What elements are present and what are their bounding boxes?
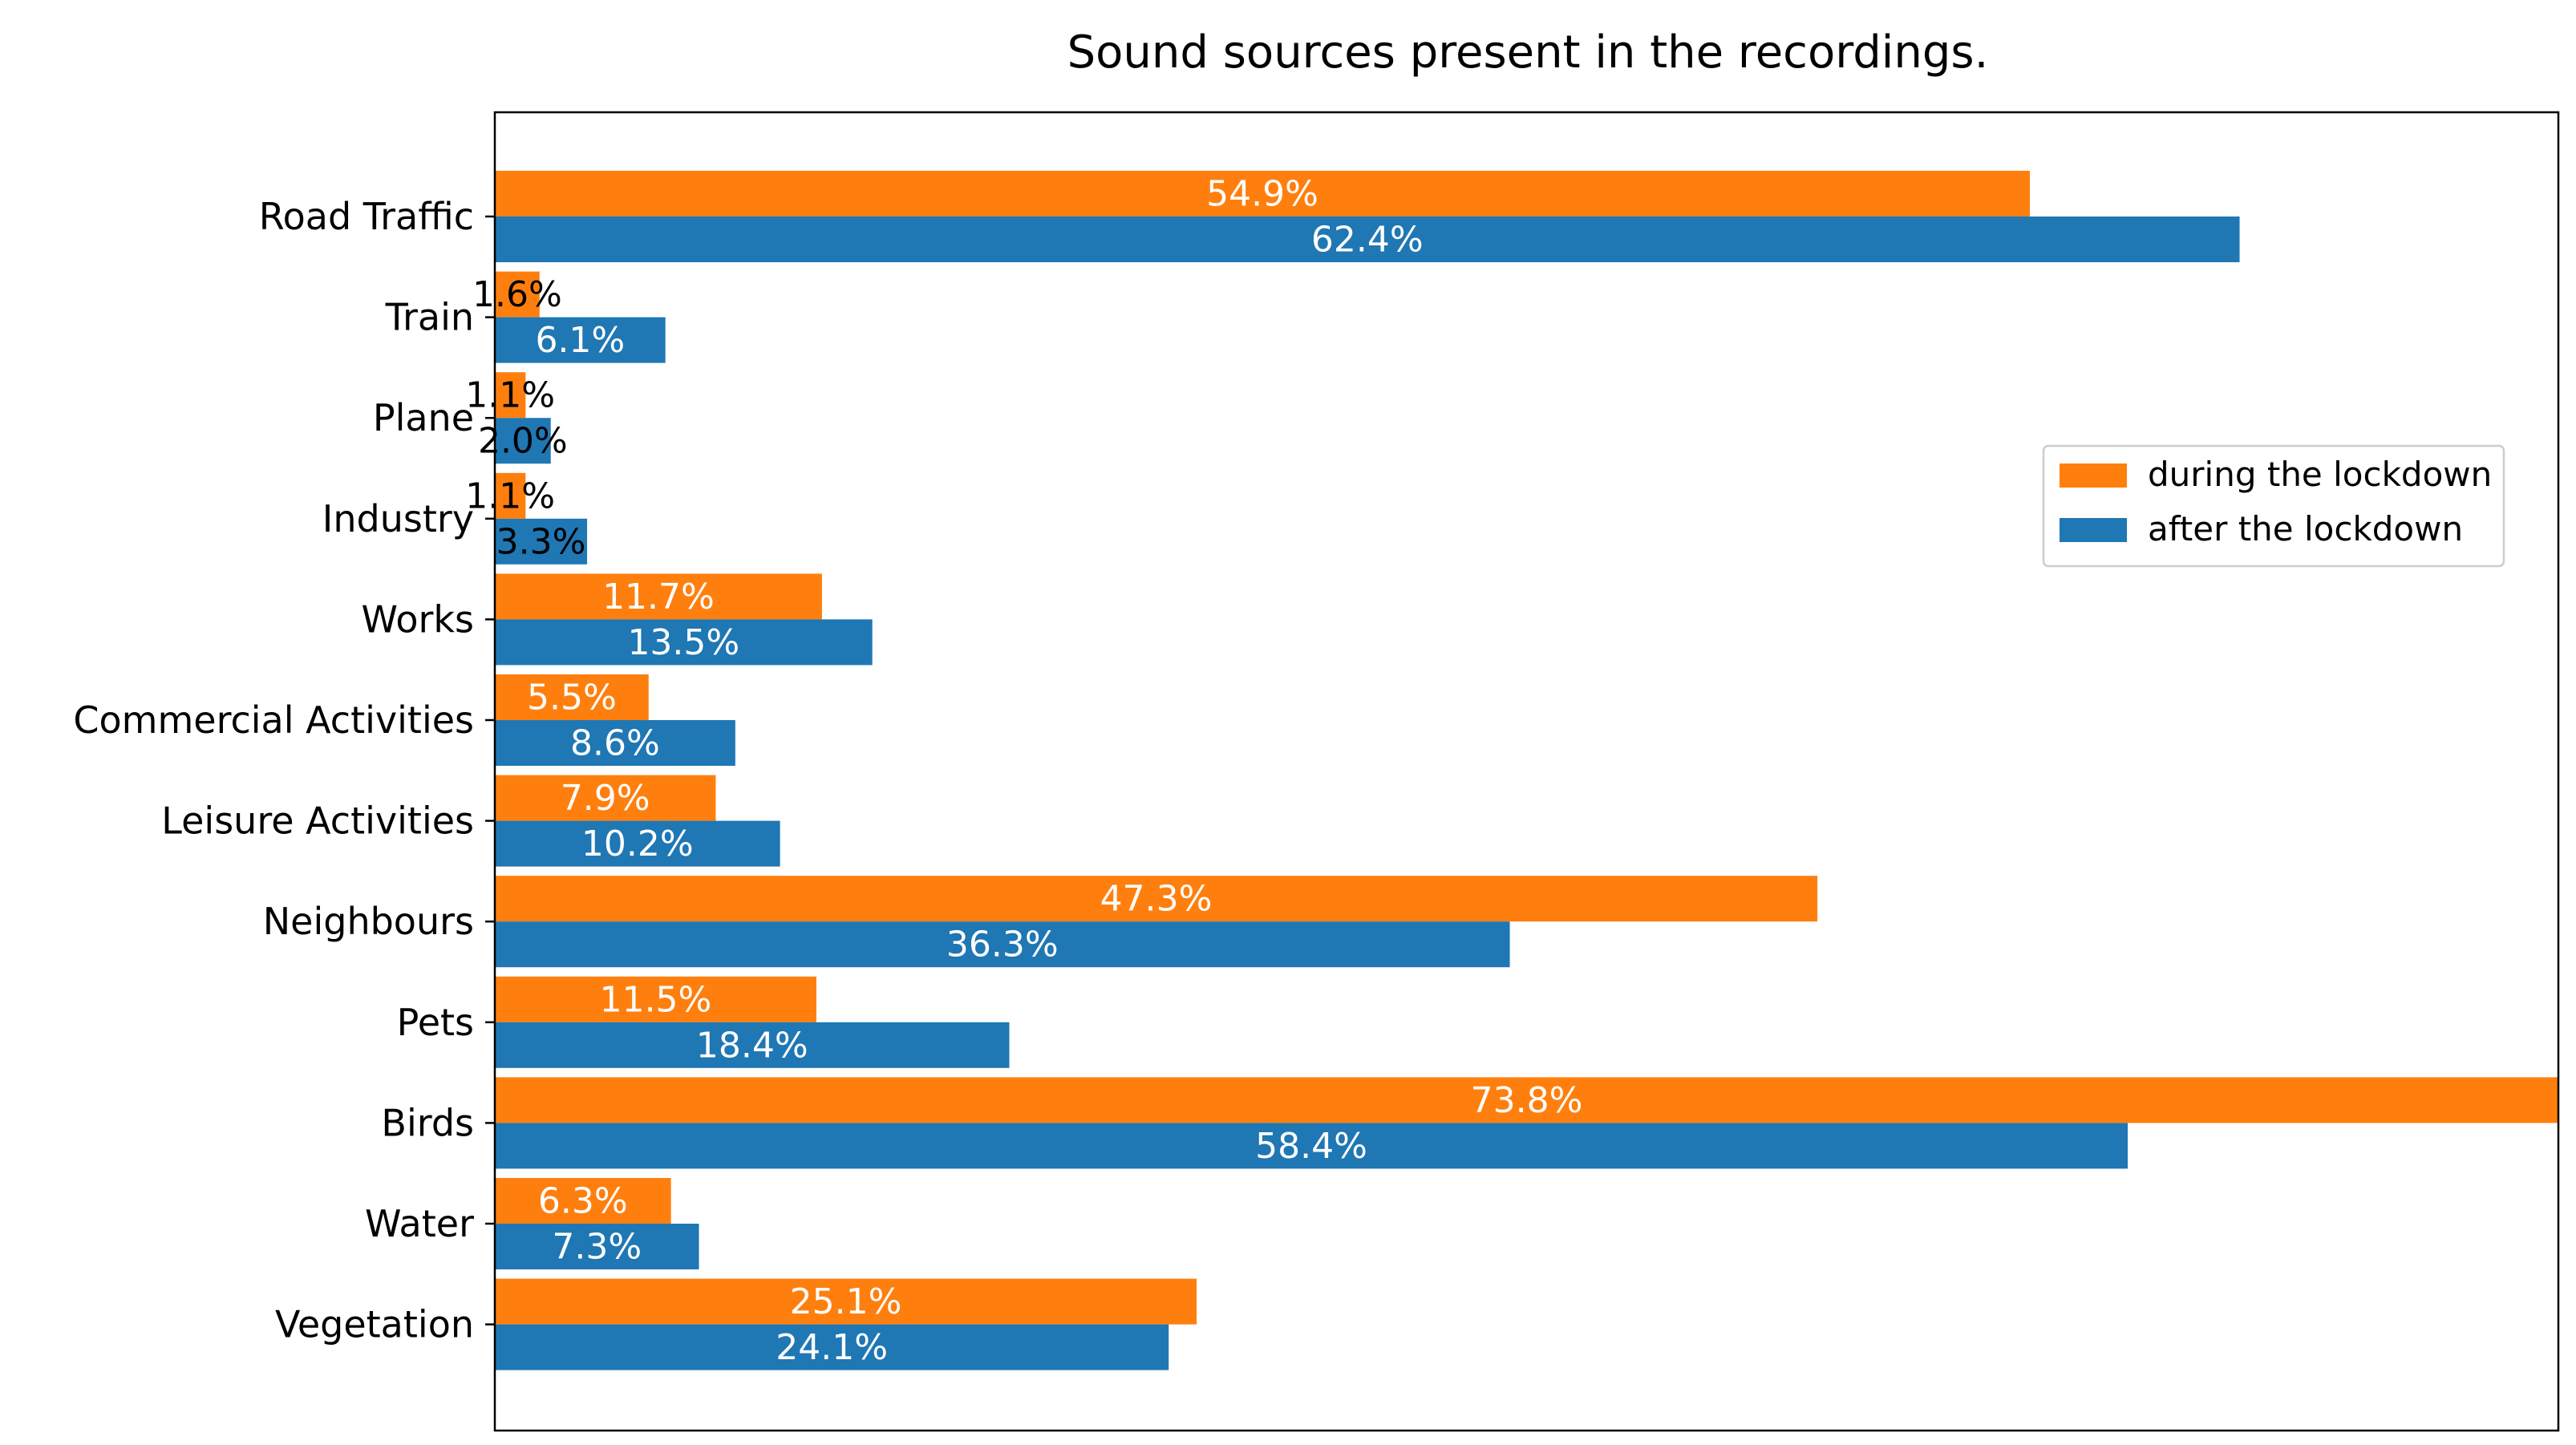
y-tick-label-works: Works (362, 597, 474, 641)
bar-after-the-lockdown-works (495, 619, 873, 666)
data-label-during-the-lockdown-works: 11.7% (602, 577, 715, 617)
data-label-after-the-lockdown-road-traffic: 62.4% (1311, 220, 1424, 261)
data-label-during-the-lockdown-commercial-activities: 5.5% (527, 678, 617, 718)
data-label-during-the-lockdown-train: 1.6% (472, 274, 562, 315)
bars-layer (495, 171, 2558, 1370)
y-tick-label-neighbours: Neighbours (263, 900, 474, 943)
bar-after-the-lockdown-industry (495, 518, 588, 565)
data-label-during-the-lockdown-plane: 1.1% (465, 375, 555, 416)
bar-after-the-lockdown-plane (495, 418, 551, 464)
data-label-after-the-lockdown-industry: 3.3% (496, 521, 586, 562)
bar-after-the-lockdown-road-traffic (495, 217, 2240, 262)
data-label-after-the-lockdown-train: 6.1% (535, 320, 625, 361)
data-label-during-the-lockdown-neighbours: 47.3% (1100, 879, 1213, 920)
bar-after-the-lockdown-birds (495, 1123, 2128, 1169)
bar-during-the-lockdown-pets (495, 976, 816, 1022)
data-label-during-the-lockdown-road-traffic: 54.9% (1206, 174, 1318, 215)
chart-title: Sound sources present in the recordings. (1067, 26, 1989, 79)
plot-frame (493, 111, 2560, 1432)
data-label-during-the-lockdown-industry: 1.1% (465, 476, 555, 516)
legend-label-during-the-lockdown: during the lockdown (2148, 455, 2492, 494)
y-tick-label-water: Water (365, 1202, 474, 1245)
data-label-after-the-lockdown-leisure-activities: 10.2% (581, 824, 694, 864)
bar-during-the-lockdown-vegetation (495, 1278, 1197, 1325)
legend-swatch-during-the-lockdown (2060, 463, 2127, 488)
legend-swatch-after-the-lockdown (2060, 518, 2127, 542)
data-label-during-the-lockdown-vegetation: 25.1% (790, 1281, 902, 1322)
y-tick-label-train: Train (385, 296, 474, 339)
data-label-during-the-lockdown-water: 6.3% (538, 1181, 628, 1222)
y-tick-label-leisure-activities: Leisure Activities (161, 799, 474, 843)
data-label-during-the-lockdown-pets: 11.5% (600, 979, 712, 1020)
y-tick-label-vegetation: Vegetation (275, 1303, 474, 1346)
bar-after-the-lockdown-pets (495, 1022, 1010, 1068)
bar-during-the-lockdown-industry (495, 472, 526, 519)
bar-during-the-lockdown-leisure-activities (495, 775, 716, 821)
y-tick-label-commercial-activities: Commercial Activities (73, 698, 474, 742)
bar-after-the-lockdown-train (495, 317, 666, 363)
data-label-after-the-lockdown-works: 13.5% (627, 622, 739, 663)
data-label-after-the-lockdown-water: 7.3% (552, 1227, 642, 1268)
bar-during-the-lockdown-plane (495, 372, 526, 419)
bar-during-the-lockdown-neighbours (495, 876, 1818, 922)
data-label-after-the-lockdown-pets: 18.4% (696, 1025, 808, 1066)
bar-during-the-lockdown-water (495, 1178, 671, 1224)
y-tick-label-plane: Plane (373, 396, 474, 439)
data-label-after-the-lockdown-vegetation: 24.1% (776, 1327, 888, 1368)
bar-during-the-lockdown-birds (495, 1077, 2558, 1123)
data-label-during-the-lockdown-birds: 73.8% (1471, 1080, 1583, 1121)
y-tick-label-industry: Industry (322, 497, 474, 540)
bar-during-the-lockdown-road-traffic (495, 171, 2031, 217)
data-label-during-the-lockdown-leisure-activities: 7.9% (561, 778, 650, 819)
bar-after-the-lockdown-neighbours (495, 921, 1510, 968)
bar-during-the-lockdown-commercial-activities (495, 674, 649, 720)
data-label-after-the-lockdown-birds: 58.4% (1255, 1126, 1367, 1167)
legend-label-after-the-lockdown: after the lockdown (2148, 509, 2463, 548)
y-tick-label-birds: Birds (381, 1101, 474, 1144)
legend-box (2042, 444, 2505, 568)
bar-after-the-lockdown-vegetation (495, 1324, 1169, 1370)
bar-during-the-lockdown-works (495, 573, 822, 620)
y-tick-label-pets: Pets (397, 1001, 474, 1044)
bar-after-the-lockdown-commercial-activities (495, 720, 735, 766)
data-label-after-the-lockdown-neighbours: 36.3% (946, 925, 1059, 965)
bar-during-the-lockdown-train (495, 271, 540, 318)
bar-after-the-lockdown-leisure-activities (495, 820, 780, 867)
data-label-after-the-lockdown-plane: 2.0% (478, 421, 568, 462)
y-axis: Road Traffic Train Plane Industry Works Comme… (73, 195, 495, 1346)
data-label-after-the-lockdown-commercial-activities: 8.6% (570, 723, 660, 764)
bar-after-the-lockdown-water (495, 1224, 699, 1269)
labels-layer: 54.9% 62.4% 1.6% 6.1% 1.1% 2.0% 1.1% 3.3% 11.7% 1… (465, 174, 1582, 1369)
y-tick-label-road-traffic: Road Traffic (259, 195, 474, 238)
legend: during the lockdown after the lockdown (2042, 444, 2505, 568)
